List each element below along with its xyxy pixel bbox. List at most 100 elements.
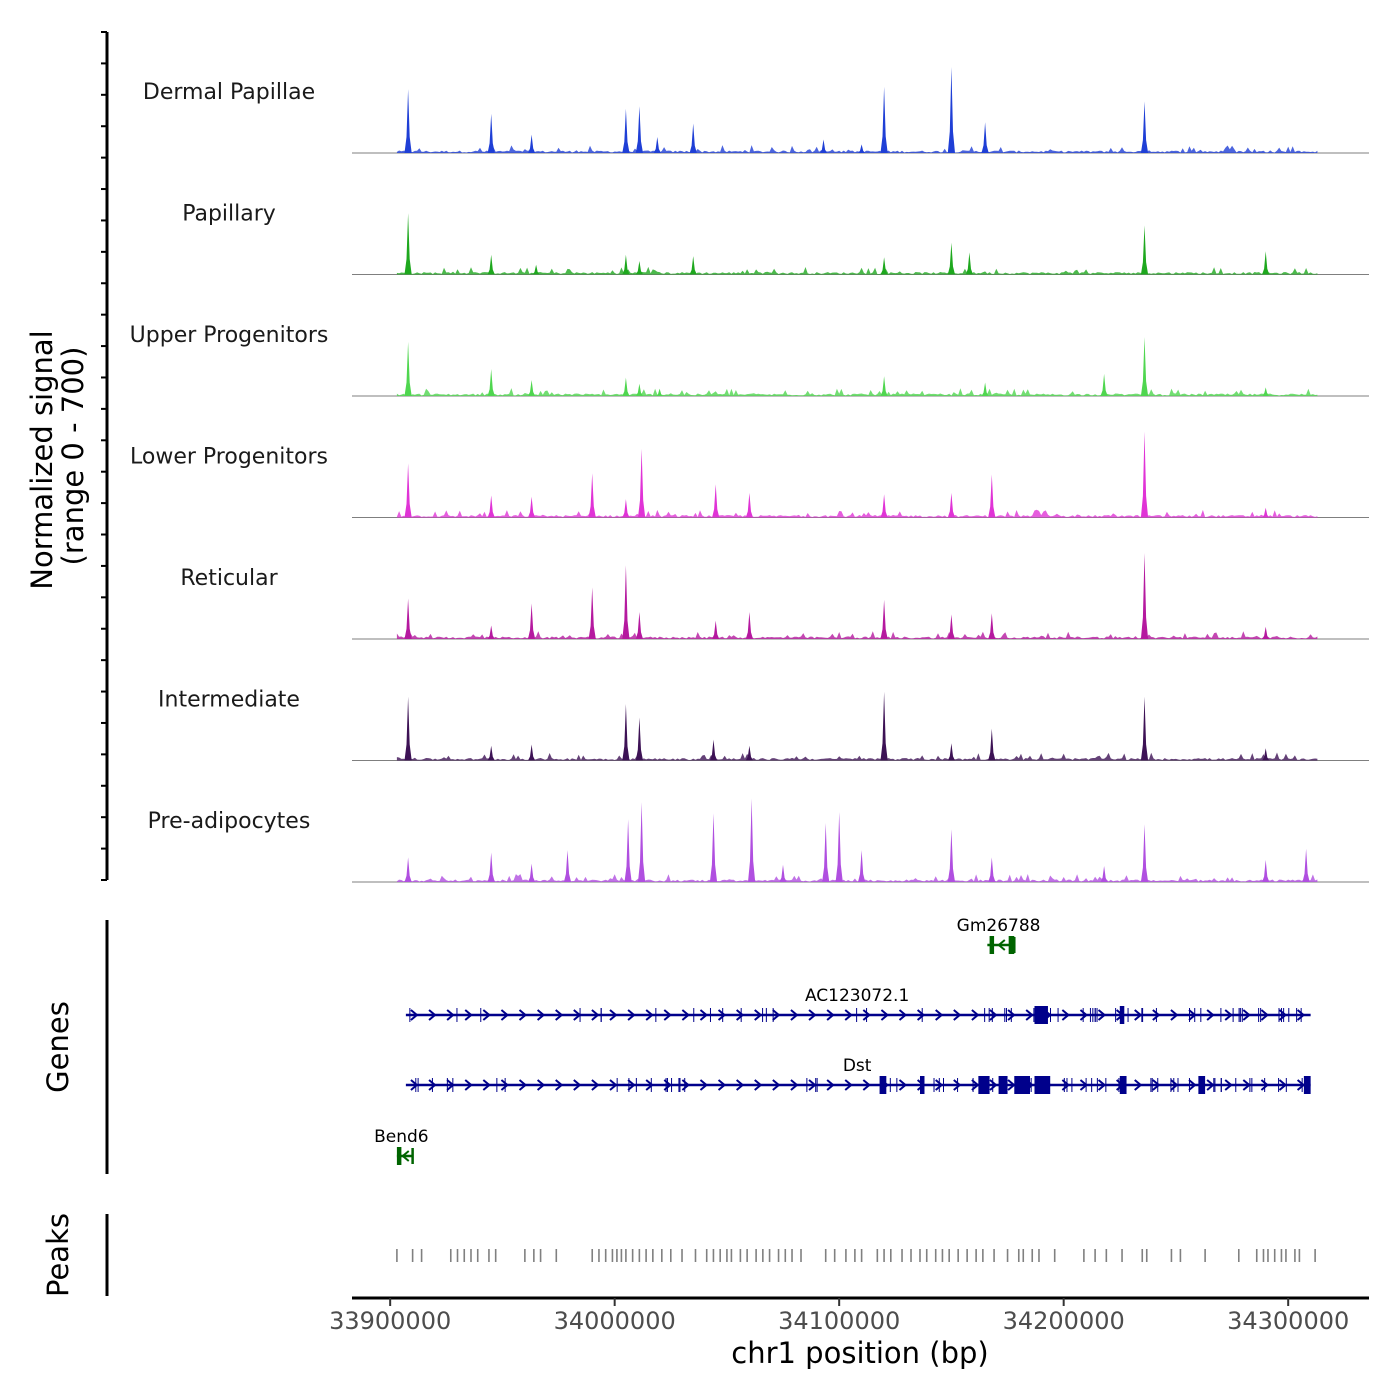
strand-chevron (844, 1009, 853, 1021)
coverage-peak (528, 496, 536, 518)
coverage-background (396, 388, 1318, 396)
coverage-peak (819, 139, 828, 153)
strand-chevron (1206, 1079, 1215, 1091)
track-dermal-papillae: Dermal Papillae (143, 67, 1369, 154)
strand-chevron (1260, 1009, 1269, 1021)
coverage-peak (689, 256, 697, 275)
strand-chevron (1007, 1079, 1016, 1091)
coverage-peak (528, 863, 536, 882)
strand-chevron (428, 1079, 437, 1091)
coverage-peak (588, 473, 596, 518)
strand-chevron (971, 1009, 980, 1021)
strand-chevron (1188, 1079, 1197, 1091)
coverage-peak (404, 598, 412, 639)
strand-chevron (518, 1009, 528, 1021)
coverage-peak (1262, 251, 1270, 275)
strand-chevron (1134, 1079, 1143, 1091)
track-label: Dermal Papillae (143, 80, 315, 105)
coverage-peak (947, 614, 955, 639)
gene-label: AC123072.1 (805, 986, 909, 1006)
coverage-peak (1140, 225, 1149, 275)
strand-chevron (1206, 1009, 1215, 1021)
track-intermediate: Intermediate (158, 688, 1369, 761)
coverage-peak (622, 499, 630, 518)
coverage-peak (1140, 824, 1149, 882)
track-upper-progenitors: Upper Progenitors (130, 323, 1369, 397)
coverage-peak (880, 599, 888, 639)
coverage-peak (988, 613, 996, 639)
track-lower-progenitors: Lower Progenitors (130, 431, 1369, 518)
exon-block (879, 1076, 887, 1094)
exon-block (1198, 1076, 1206, 1094)
x-tick-label: 33900000 (329, 1307, 451, 1335)
strand-chevron (953, 1009, 962, 1021)
exon-block (1034, 1006, 1048, 1024)
strand-chevron (844, 1079, 853, 1091)
coverage-peak (487, 625, 495, 639)
strand-chevron (482, 1009, 491, 1021)
strand-chevron (862, 1009, 871, 1021)
gene-bend6: Bend6 (374, 1127, 429, 1165)
strand-chevron (555, 1079, 564, 1091)
strand-chevron (1170, 1079, 1179, 1091)
coverage-peak (1262, 626, 1270, 639)
track-pre-adipocytes: Pre-adipocytes (148, 798, 1369, 883)
track-label: Lower Progenitors (130, 445, 328, 470)
strand-chevron (428, 1009, 437, 1021)
strand-chevron (808, 1079, 817, 1091)
strand-chevron (1152, 1079, 1161, 1091)
coverage-peak (745, 492, 753, 518)
coverage-peak (528, 380, 536, 396)
strand-chevron (591, 1009, 600, 1021)
coverage-peak (712, 620, 720, 639)
track-label: Reticular (180, 566, 278, 591)
strand-chevron (1097, 1009, 1107, 1021)
exon-block (1034, 1076, 1051, 1094)
coverage-peak (822, 823, 830, 882)
gene-dst: Dst (405, 1056, 1311, 1094)
peaks-panel-label: Peaks (41, 1213, 75, 1297)
track-label: Upper Progenitors (130, 323, 329, 348)
strand-chevron (609, 1079, 618, 1091)
gene-label: Gm26788 (957, 916, 1041, 936)
signal-axis-ticks (101, 31, 107, 881)
strand-chevron (772, 1079, 781, 1091)
strand-chevron (862, 1079, 871, 1091)
strand-chevron (1296, 1009, 1306, 1021)
coverage-peak (1140, 696, 1149, 761)
strand-chevron (446, 1009, 455, 1021)
strand-chevron (627, 1009, 636, 1021)
coverage-peak (622, 254, 630, 275)
strand-chevron (699, 1079, 709, 1091)
coverage-peak (404, 696, 412, 761)
strand-chevron (699, 1009, 709, 1021)
coverage-peak (487, 113, 495, 153)
track-reticular: Reticular (180, 553, 1369, 640)
strand-chevron (989, 1079, 998, 1091)
coverage-peak (487, 254, 495, 275)
coverage-peak (532, 264, 540, 275)
strand-chevron (997, 939, 1006, 951)
coverage-background (396, 631, 1318, 639)
strand-chevron (935, 1009, 944, 1021)
exon-block (1119, 1006, 1125, 1024)
exon-block (1303, 1076, 1311, 1094)
y-axis-title: Normalized signal (range 0 - 700) (25, 330, 90, 589)
coverage-peak (988, 728, 996, 761)
coverage-peak (748, 798, 756, 882)
gene-annotations: Gm26788 AC123072.1 Dst Bend6 (374, 916, 1311, 1165)
coverage-peak (653, 137, 661, 153)
coverage-background (396, 874, 1318, 882)
coverage-background (396, 509, 1318, 518)
coverage-peak (947, 743, 955, 761)
track-label: Pre-adipocytes (148, 809, 311, 834)
coverage-peak (947, 242, 955, 275)
strand-chevron (500, 1009, 509, 1021)
x-axis-ticks: 33900000 34000000 34100000 34200000 34300000 (329, 1298, 1349, 1335)
track-papillary: Papillary (182, 202, 1369, 275)
x-tick-label: 34200000 (1003, 1307, 1125, 1335)
coverage-peak (880, 376, 888, 396)
strand-chevron (591, 1079, 600, 1091)
coverage-peak (689, 123, 697, 153)
strand-chevron (1224, 1009, 1233, 1021)
